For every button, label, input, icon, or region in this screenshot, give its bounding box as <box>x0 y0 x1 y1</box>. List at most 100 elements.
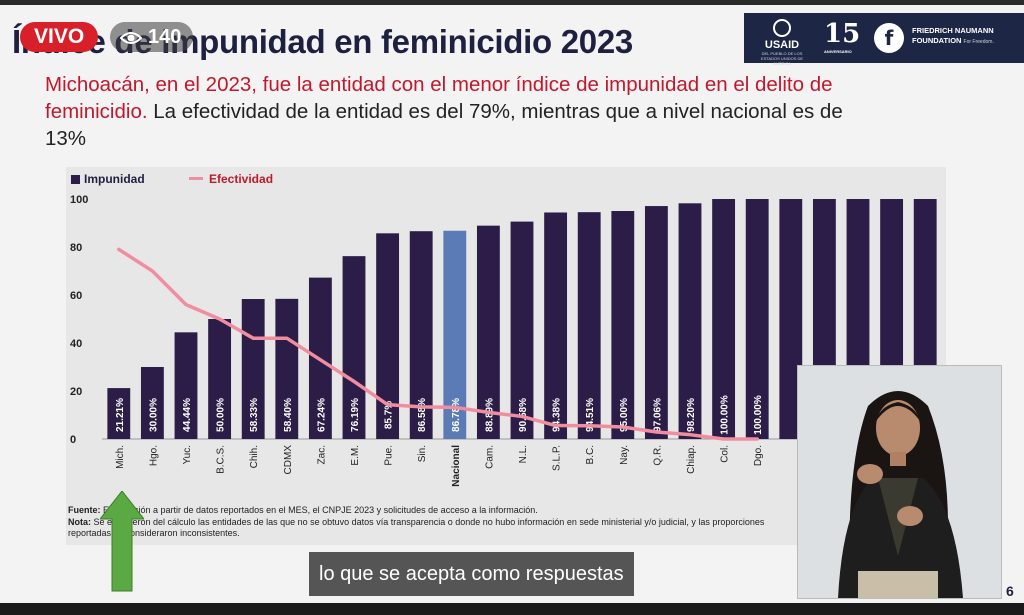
x-tick-label: Sin. <box>417 445 428 462</box>
x-tick-label: E.M. <box>350 445 361 466</box>
fnf-line2: FOUNDATION <box>912 36 962 45</box>
bar-value-label: 76.19% <box>350 398 361 432</box>
usaid-seal-icon <box>773 19 791 37</box>
bar <box>443 230 467 439</box>
viewer-count: 140 <box>148 26 182 48</box>
bottom-strip <box>0 603 1024 615</box>
viewer-count-badge: 140 <box>110 22 194 52</box>
y-tick-label: 0 <box>70 434 76 446</box>
x-tick-label: Pue. <box>384 445 395 466</box>
y-tick-label: 60 <box>70 290 82 302</box>
bar-value-label: 100.00% <box>753 395 764 435</box>
x-tick-label: N.L. <box>518 445 529 463</box>
x-tick-label: Chih. <box>249 445 260 468</box>
bar <box>611 211 635 439</box>
bar-value-label: 50.00% <box>216 398 227 432</box>
usaid-logo: USAID DEL PUEBLO DE LOS ESTADOS UNIDOS D… <box>758 19 806 66</box>
chart-legend: Impunidad Efectividad <box>66 167 946 189</box>
logo-bar: USAID DEL PUEBLO DE LOS ESTADOS UNIDOS D… <box>744 13 1024 66</box>
x-tick-label: Dgo. <box>753 445 764 466</box>
x-tick-label: Nay. <box>619 445 630 465</box>
bar-value-label: 100.00% <box>720 395 731 435</box>
bar-value-label: 94.51% <box>585 398 596 432</box>
bar-value-label: 67.24% <box>316 398 327 432</box>
bar-value-label: 90.58% <box>518 398 529 432</box>
slide: Índice de impunidad en feminicidio 2023 … <box>0 5 1024 603</box>
bar-value-label: 44.44% <box>182 398 193 432</box>
legend-label-impunidad: Impunidad <box>84 172 145 186</box>
sign-language-interpreter-video <box>797 365 1002 599</box>
y-tick-label: 80 <box>70 242 82 254</box>
bar-value-label: 58.33% <box>249 398 260 432</box>
bar-value-label: 86.58% <box>417 398 428 432</box>
x-tick-label: Zac. <box>316 445 327 464</box>
bar-value-label: 21.21% <box>115 398 126 432</box>
green-arrow-icon <box>100 491 144 592</box>
bar-value-label: 94.38% <box>552 398 563 432</box>
chart-notes: Fuente: Elaboración a partir de datos re… <box>68 505 808 540</box>
bar <box>275 298 299 439</box>
eye-icon <box>120 32 142 44</box>
x-tick-label: Mich. <box>115 445 126 469</box>
legend-item-efectividad: Efectividad <box>189 172 273 186</box>
slide-subtitle: Michoacán, en el 2023, fue la entidad co… <box>45 71 875 152</box>
bar <box>644 206 668 439</box>
bar <box>107 388 131 439</box>
source-text: Elaboración a partir de datos reportados… <box>100 505 538 515</box>
y-tick-label: 20 <box>70 386 82 398</box>
x-tick-label: B.C.S. <box>216 445 227 474</box>
bar <box>208 319 232 439</box>
x-tick-label: Yuc. <box>182 445 193 464</box>
bar <box>745 199 769 439</box>
page-number: 6 <box>1006 583 1014 599</box>
usaid-logo-subtext: DEL PUEBLO DE LOS ESTADOS UNIDOS DE AMÉR… <box>760 51 804 66</box>
bar <box>376 233 400 439</box>
bar <box>342 256 366 439</box>
legend-label-efectividad: Efectividad <box>209 172 274 186</box>
legend-item-impunidad: Impunidad <box>71 172 145 186</box>
legend-line-swatch <box>189 177 203 180</box>
bar-value-label: 95.00% <box>619 398 630 432</box>
legend-bar-swatch <box>71 175 80 184</box>
fnf-line1: FRIEDRICH NAUMANN <box>912 26 994 35</box>
bar-value-label: 86.78% <box>451 398 462 432</box>
anniversary-subtext: ANIVERSARIO <box>824 49 852 54</box>
anniversary-number: 15 <box>824 19 861 49</box>
x-tick-label: Hgo. <box>148 445 159 466</box>
note-text: Se excluyeron del cálculo las entidades … <box>68 516 765 539</box>
interpreter-image <box>798 366 1001 598</box>
live-badge: VIVO <box>20 22 99 52</box>
x-tick-label: Q.R. <box>652 445 663 466</box>
slide-title: Índice de impunidad en feminicidio 2023 <box>12 23 633 60</box>
bar <box>779 199 803 439</box>
bar <box>510 221 534 439</box>
fnf-logo-text: FRIEDRICH NAUMANN FOUNDATION For Freedom… <box>912 26 994 47</box>
subtitle-highlight: Michoacán, en el 2023, fue la entidad co… <box>45 73 833 123</box>
x-tick-label: Chiap. <box>686 445 697 474</box>
bar-value-label: 97.06% <box>652 398 663 432</box>
subtitle-rest: La efectividad de la entidad es del 79%,… <box>45 100 843 150</box>
bar-value-label: 58.40% <box>283 398 294 432</box>
fnf-logo-icon: f <box>874 23 904 53</box>
bar-value-label: 30.00% <box>148 398 159 432</box>
live-caption: lo que se acepta como respuestas <box>309 552 634 596</box>
bar <box>476 225 500 439</box>
note-label: Nota: <box>68 516 91 527</box>
bar-value-label: 98.20% <box>686 398 697 432</box>
source-label: Fuente: <box>68 505 101 515</box>
bar <box>544 212 568 439</box>
x-tick-label: Cam. <box>484 445 495 469</box>
bar-value-label: 85.7% <box>384 401 395 429</box>
anniversary-logo: 15 ANIVERSARIO <box>824 19 861 54</box>
y-tick-label: 40 <box>70 338 82 350</box>
bar <box>140 367 164 439</box>
bar <box>712 199 736 439</box>
usaid-logo-text: USAID <box>764 39 800 51</box>
bar <box>577 212 601 439</box>
y-tick-label: 100 <box>70 194 88 206</box>
x-tick-label: S.L.P. <box>552 445 563 471</box>
x-tick-label: CDMX <box>283 445 294 475</box>
x-tick-label: Nacional <box>451 445 462 487</box>
bar <box>409 231 433 439</box>
bar <box>174 332 198 439</box>
